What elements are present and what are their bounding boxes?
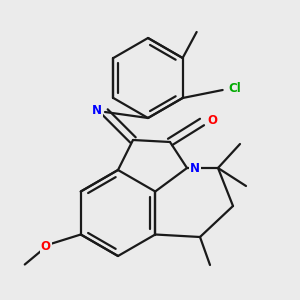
Text: O: O [207, 113, 217, 127]
Text: Cl: Cl [228, 82, 241, 94]
Text: N: N [190, 161, 200, 175]
Text: O: O [41, 240, 51, 253]
Text: N: N [92, 103, 102, 116]
